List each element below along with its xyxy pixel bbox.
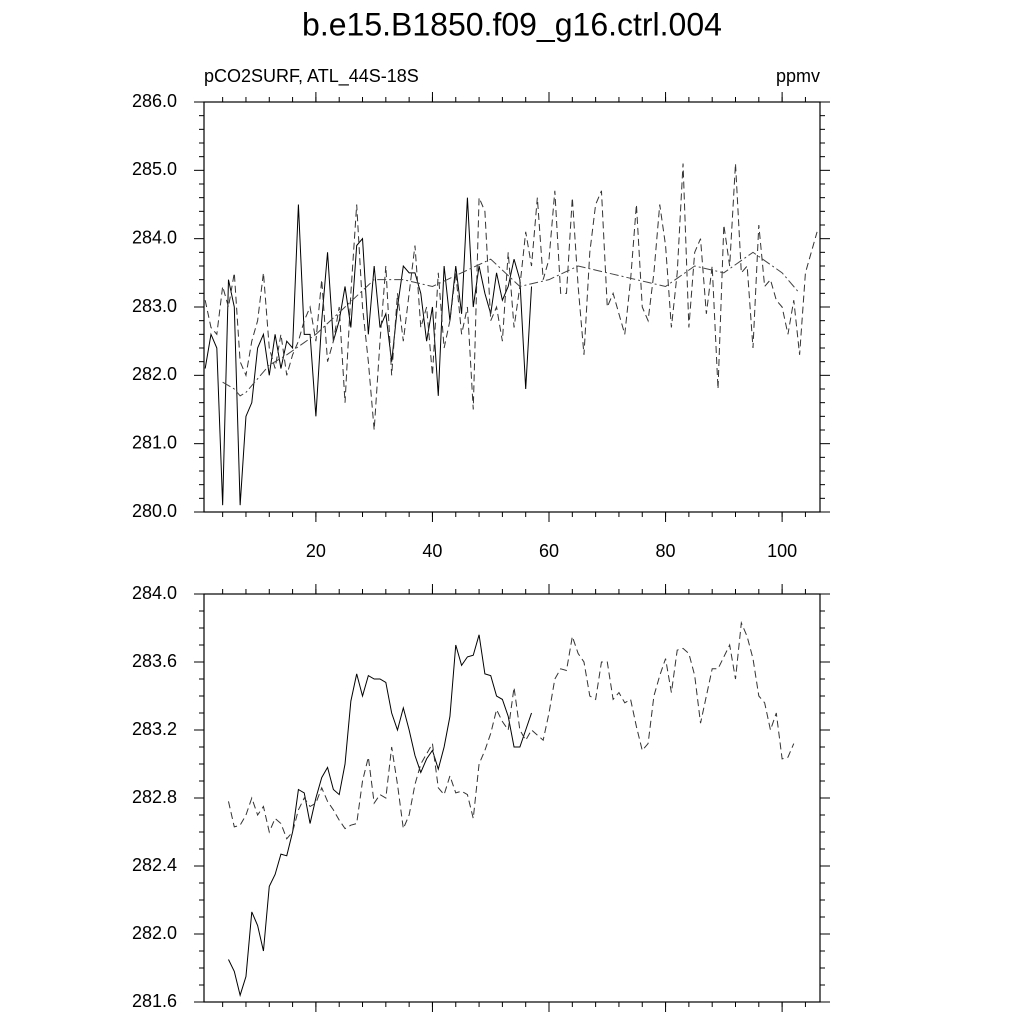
x-tick-label: 60 — [539, 541, 559, 561]
y-tick-label: 282.0 — [132, 923, 177, 943]
y-tick-label: 284.0 — [132, 583, 177, 603]
data-line — [204, 163, 818, 431]
y-tick-label: 285.0 — [132, 159, 177, 179]
x-tick-label: 40 — [422, 541, 442, 561]
y-tick-label: 280.0 — [132, 501, 177, 521]
x-tick-label: 100 — [767, 541, 797, 561]
variable-label: pCO2SURF, ATL_44S-18S — [204, 66, 419, 87]
y-tick-label: 286.0 — [132, 91, 177, 111]
units-label: ppmv — [776, 66, 820, 86]
y-tick-label: 283.0 — [132, 296, 177, 316]
y-tick-label: 282.0 — [132, 364, 177, 384]
x-tick-label: 80 — [656, 541, 676, 561]
data-line — [204, 197, 533, 506]
y-tick-label: 284.0 — [132, 227, 177, 247]
y-tick-label: 283.6 — [132, 651, 177, 671]
plot-frame — [203, 593, 821, 1003]
y-tick-label: 281.6 — [132, 991, 177, 1011]
x-tick-label: 20 — [306, 541, 326, 561]
y-tick-label: 282.8 — [132, 787, 177, 807]
data-line — [227, 620, 795, 840]
data-line — [228, 634, 532, 998]
y-tick-label: 283.2 — [132, 719, 177, 739]
y-tick-label: 282.4 — [132, 855, 177, 875]
y-tick-label: 281.0 — [132, 432, 177, 452]
data-line — [222, 251, 800, 397]
chart-title: b.e15.B1850.f09_g16.ctrl.004 — [302, 6, 722, 42]
